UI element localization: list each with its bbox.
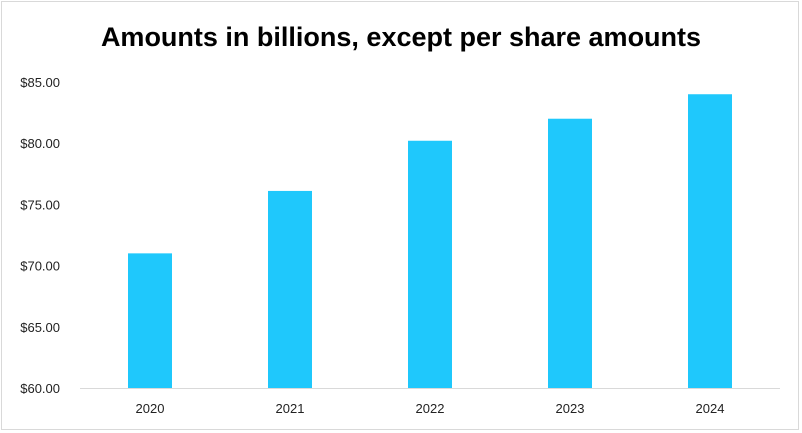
bar-2022 (408, 140, 452, 388)
y-tick-label: $60.00 (20, 381, 60, 396)
x-tick-label: 2021 (276, 401, 305, 416)
x-tick-label: 2022 (416, 401, 445, 416)
x-tick-label: 2023 (556, 401, 585, 416)
y-tick-label: $70.00 (20, 259, 60, 274)
x-tick-label: 2020 (136, 401, 165, 416)
y-tick-label: $65.00 (20, 320, 60, 335)
bar-2021 (268, 190, 312, 388)
chart-title: Amounts in billions, except per share am… (100, 22, 702, 52)
y-tick-label: $75.00 (20, 197, 60, 212)
bar-2020 (128, 253, 172, 388)
bar-2024 (688, 94, 732, 389)
bar-2023 (548, 118, 592, 388)
y-tick-label: $80.00 (20, 136, 60, 151)
x-tick-label: 2024 (696, 401, 725, 416)
y-tick-label: $85.00 (20, 75, 60, 90)
